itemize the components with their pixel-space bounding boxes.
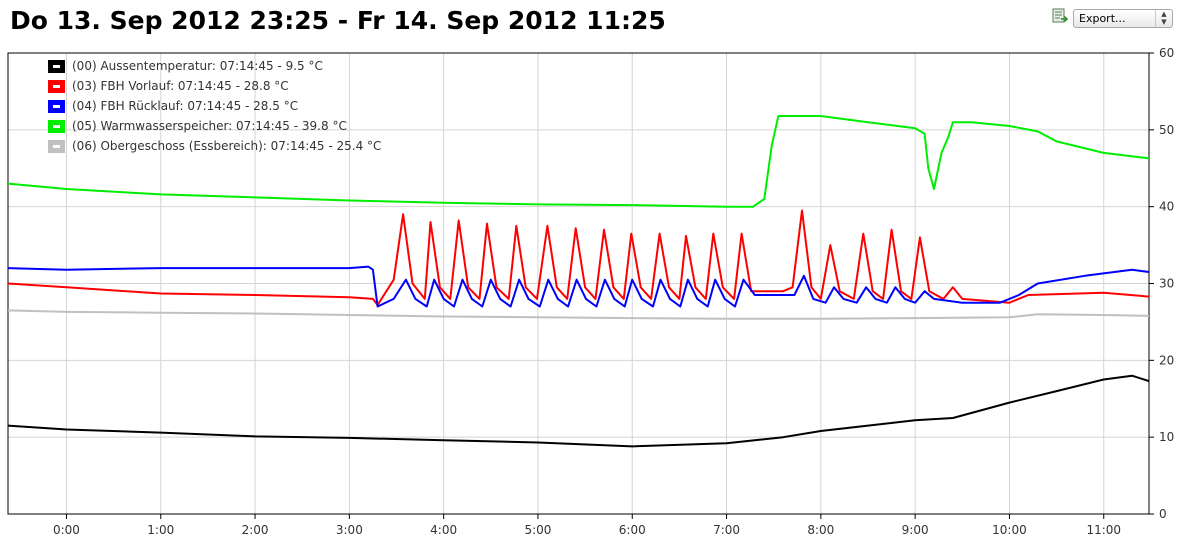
legend-swatch xyxy=(48,79,65,93)
chart-grid xyxy=(8,53,1149,514)
y-tick-label: 50 xyxy=(1159,123,1174,137)
y-tick-label: 20 xyxy=(1159,353,1174,367)
legend-label: (04) FBH Rücklauf: 07:14:45 - 28.5 °C xyxy=(72,99,299,113)
legend-swatch xyxy=(48,59,65,73)
series-line-2 xyxy=(7,265,1150,308)
x-axis: 0:00 1:00 2:00 3:00 4:00 5:00 6:00 7:00 8:00 9:00… xyxy=(53,514,1121,537)
y-tick-label: 30 xyxy=(1159,277,1174,291)
legend-label: (00) Aussentemperatur: 07:14:45 - 9.5 °C xyxy=(72,59,323,73)
export-dropdown-label: Export... xyxy=(1079,12,1126,25)
legend-item[interactable]: (03) FBH Vorlauf: 07:14:45 - 28.8 °C xyxy=(48,76,381,96)
page-title: Do 13. Sep 2012 23:25 - Fr 14. Sep 2012 … xyxy=(10,6,666,35)
y-tick-label: 40 xyxy=(1159,200,1174,214)
legend-item[interactable]: (04) FBH Rücklauf: 07:14:45 - 28.5 °C xyxy=(48,96,381,116)
x-tick-label: 8:00 xyxy=(807,523,834,537)
x-tick-label: 4:00 xyxy=(430,523,457,537)
x-tick-label: 11:00 xyxy=(1086,523,1121,537)
y-tick-label: 10 xyxy=(1159,430,1174,444)
series-line-3 xyxy=(7,115,1150,208)
legend-label: (05) Warmwasserspeicher: 07:14:45 - 39.8… xyxy=(72,119,347,133)
export-dropdown[interactable]: Export... ▲ ▼ xyxy=(1073,9,1173,28)
y-tick-label: 0 xyxy=(1159,507,1167,521)
legend-item[interactable]: (05) Warmwasserspeicher: 07:14:45 - 39.8… xyxy=(48,116,381,136)
legend-item[interactable]: (00) Aussentemperatur: 07:14:45 - 9.5 °C xyxy=(48,56,381,76)
legend-swatch xyxy=(48,139,65,153)
x-tick-label: 2:00 xyxy=(242,523,269,537)
legend-swatch xyxy=(48,119,65,133)
x-tick-label: 10:00 xyxy=(992,523,1027,537)
series-layer xyxy=(7,115,1150,448)
legend-item[interactable]: (06) Obergeschoss (Essbereich): 07:14:45… xyxy=(48,136,381,156)
x-tick-label: 9:00 xyxy=(902,523,929,537)
x-tick-label: 7:00 xyxy=(713,523,740,537)
x-tick-label: 3:00 xyxy=(336,523,363,537)
x-tick-label: 5:00 xyxy=(524,523,551,537)
export-icon[interactable] xyxy=(1052,8,1068,24)
series-line-4 xyxy=(7,309,1150,320)
y-axis: 0 10 20 30 40 50 60 xyxy=(1149,46,1174,521)
legend: (00) Aussentemperatur: 07:14:45 - 9.5 °C… xyxy=(48,56,381,156)
chevron-updown-icon: ▲ ▼ xyxy=(1155,10,1172,27)
x-tick-label: 6:00 xyxy=(619,523,646,537)
series-line-1 xyxy=(7,209,1150,306)
x-tick-label: 1:00 xyxy=(147,523,174,537)
y-tick-label: 60 xyxy=(1159,46,1174,60)
legend-swatch xyxy=(48,99,65,113)
legend-label: (06) Obergeschoss (Essbereich): 07:14:45… xyxy=(72,139,382,153)
x-tick-label: 0:00 xyxy=(53,523,80,537)
series-line-0 xyxy=(7,374,1150,448)
legend-label: (03) FBH Vorlauf: 07:14:45 - 28.8 °C xyxy=(72,79,289,93)
